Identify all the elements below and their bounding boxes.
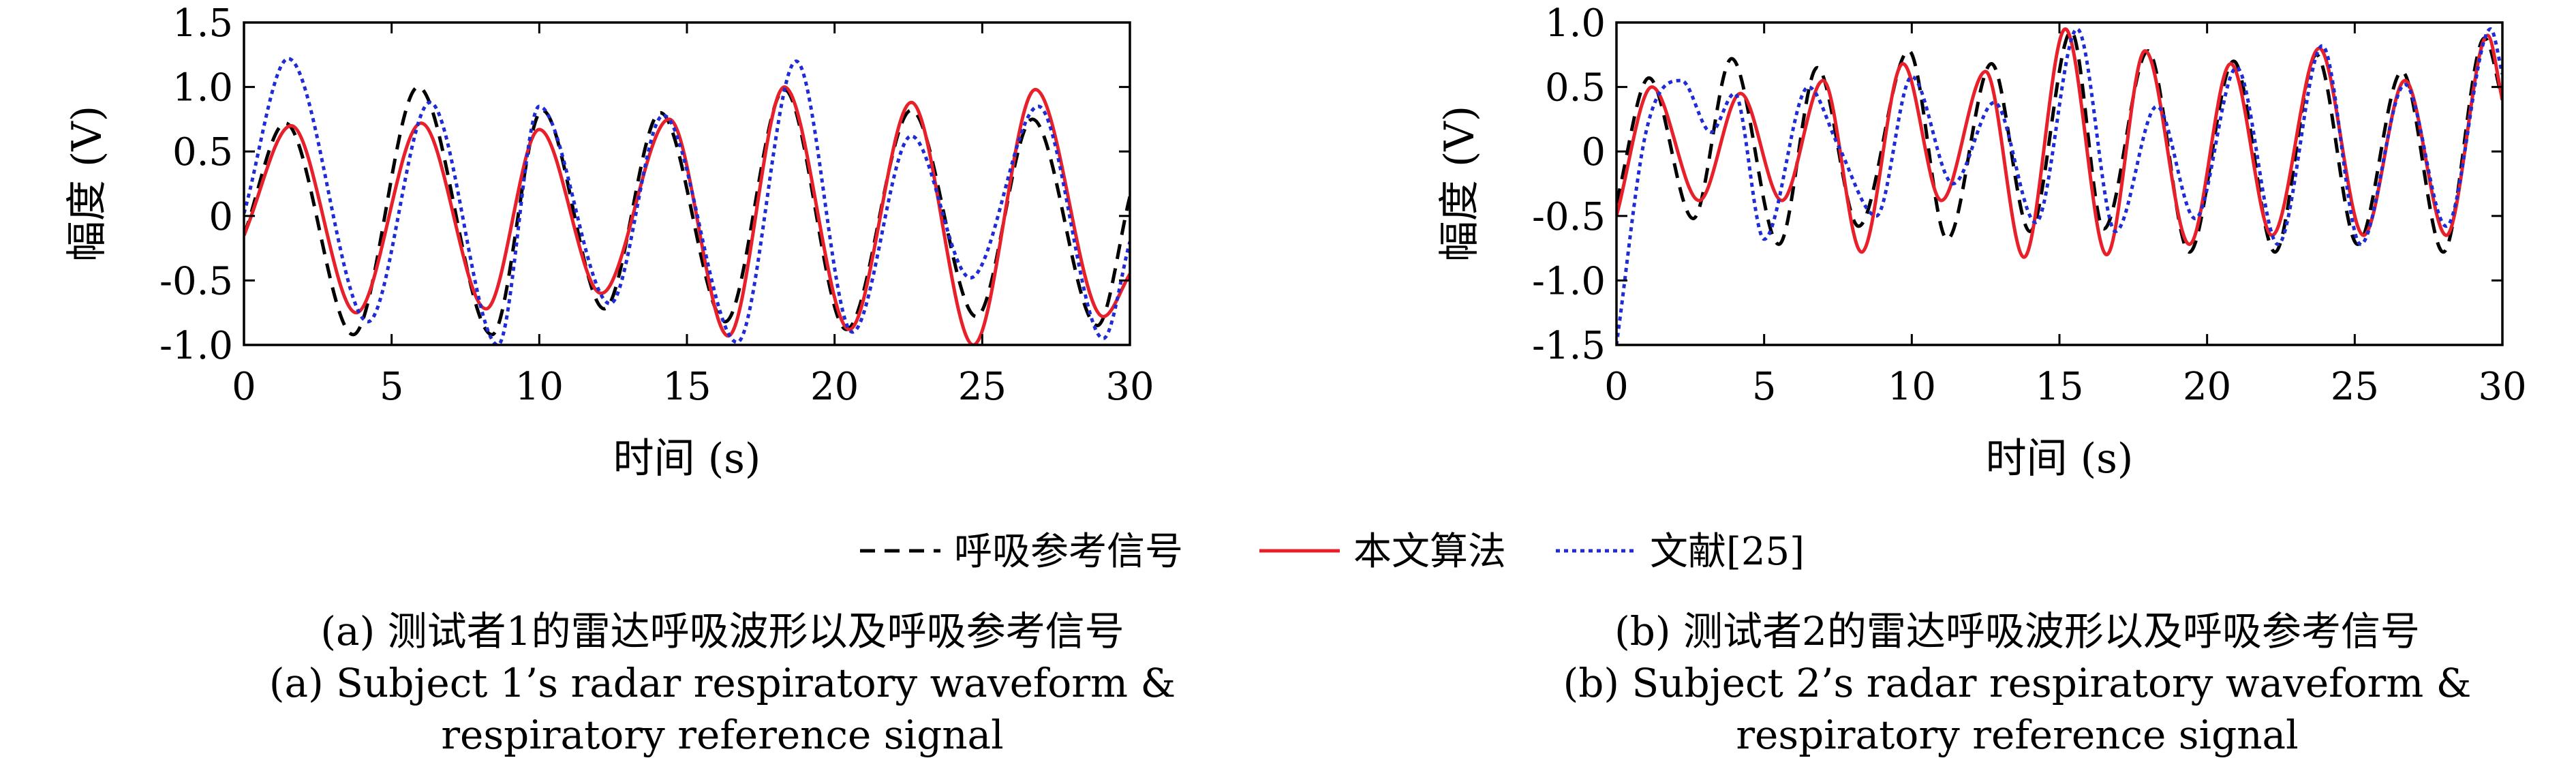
x-tick-label: 10 xyxy=(515,365,564,409)
y-tick-label: -0.5 xyxy=(159,259,233,303)
legend: 呼吸参考信号 本文算法 文献[25] xyxy=(860,530,1805,574)
series-line-3 xyxy=(244,57,1130,345)
x-axis-label: 时间 (s) xyxy=(613,435,761,483)
y-axis-label: 幅度 (V) xyxy=(1436,106,1484,262)
y-tick-label: 1.0 xyxy=(1545,1,1606,46)
x-tick-label: 20 xyxy=(2183,365,2231,409)
y-tick-label: 0.5 xyxy=(1545,66,1606,110)
y-tick-label: 1.5 xyxy=(172,1,233,46)
caption-b-line1: (b) 测试者2的雷达呼吸波形以及呼吸参考信号 xyxy=(1614,608,2420,654)
chart-panel-a: 0 5 10 15 20 25 30 -1.0 -0.5 0 0.5 1.0 1.5 时间 (s) 幅度 (… xyxy=(63,1,1154,483)
legend-label: 呼吸参考信号 xyxy=(954,530,1183,574)
x-tick-label: 5 xyxy=(380,365,404,409)
caption-a-line1: (a) 测试者1的雷达呼吸波形以及呼吸参考信号 xyxy=(320,608,1124,654)
y-tick-label: 0 xyxy=(209,195,233,239)
x-tick-label: 25 xyxy=(2331,365,2379,409)
legend-label: 本文算法 xyxy=(1353,530,1506,574)
caption-a-line2: (a) Subject 1’s radar respiratory wavefo… xyxy=(269,660,1176,706)
series-line-3 xyxy=(1616,27,2502,345)
x-tick-label: 15 xyxy=(2035,365,2083,409)
y-tick-label: 0 xyxy=(1581,130,1606,175)
caption-b: (b) 测试者2的雷达呼吸波形以及呼吸参考信号 (b) Subject 2’s … xyxy=(1472,605,2562,761)
x-tick-label: 0 xyxy=(1604,365,1629,409)
series-line-2 xyxy=(244,85,1130,345)
x-axis-label: 时间 (s) xyxy=(1986,435,2134,483)
y-tick-label: -0.5 xyxy=(1532,195,1606,239)
y-axis-label: 幅度 (V) xyxy=(63,106,111,262)
x-tick-label: 10 xyxy=(1888,365,1936,409)
legend-label: 文献[25] xyxy=(1650,530,1805,574)
x-tick-label: 30 xyxy=(1105,365,1154,409)
y-tick-label: -1.5 xyxy=(1532,324,1606,368)
x-tick-label: 20 xyxy=(810,365,859,409)
series-line-1 xyxy=(1616,29,2502,254)
y-tick-label: -1.0 xyxy=(1532,259,1606,303)
caption-a-line3: respiratory reference signal xyxy=(441,712,1004,758)
caption-b-line3: respiratory reference signal xyxy=(1736,712,2299,758)
caption-a: (a) 测试者1的雷达呼吸波形以及呼吸参考信号 (a) Subject 1’s … xyxy=(123,605,1322,761)
caption-b-line2: (b) Subject 2’s radar respiratory wavefo… xyxy=(1563,660,2472,706)
y-tick-label: 1.0 xyxy=(172,66,233,110)
series-line-1 xyxy=(244,85,1130,337)
x-tick-label: 0 xyxy=(232,365,256,409)
x-tick-label: 15 xyxy=(662,365,711,409)
x-tick-label: 5 xyxy=(1752,365,1777,409)
y-tick-label: -1.0 xyxy=(159,324,233,368)
x-tick-label: 25 xyxy=(958,365,1007,409)
x-tick-label: 30 xyxy=(2478,365,2526,409)
chart-panel-b: 0 5 10 15 20 25 30 -1.5 -1.0 -0.5 0 0.5 1.0 时间 (s) 幅度 … xyxy=(1436,1,2527,483)
y-tick-label: 0.5 xyxy=(172,130,233,175)
